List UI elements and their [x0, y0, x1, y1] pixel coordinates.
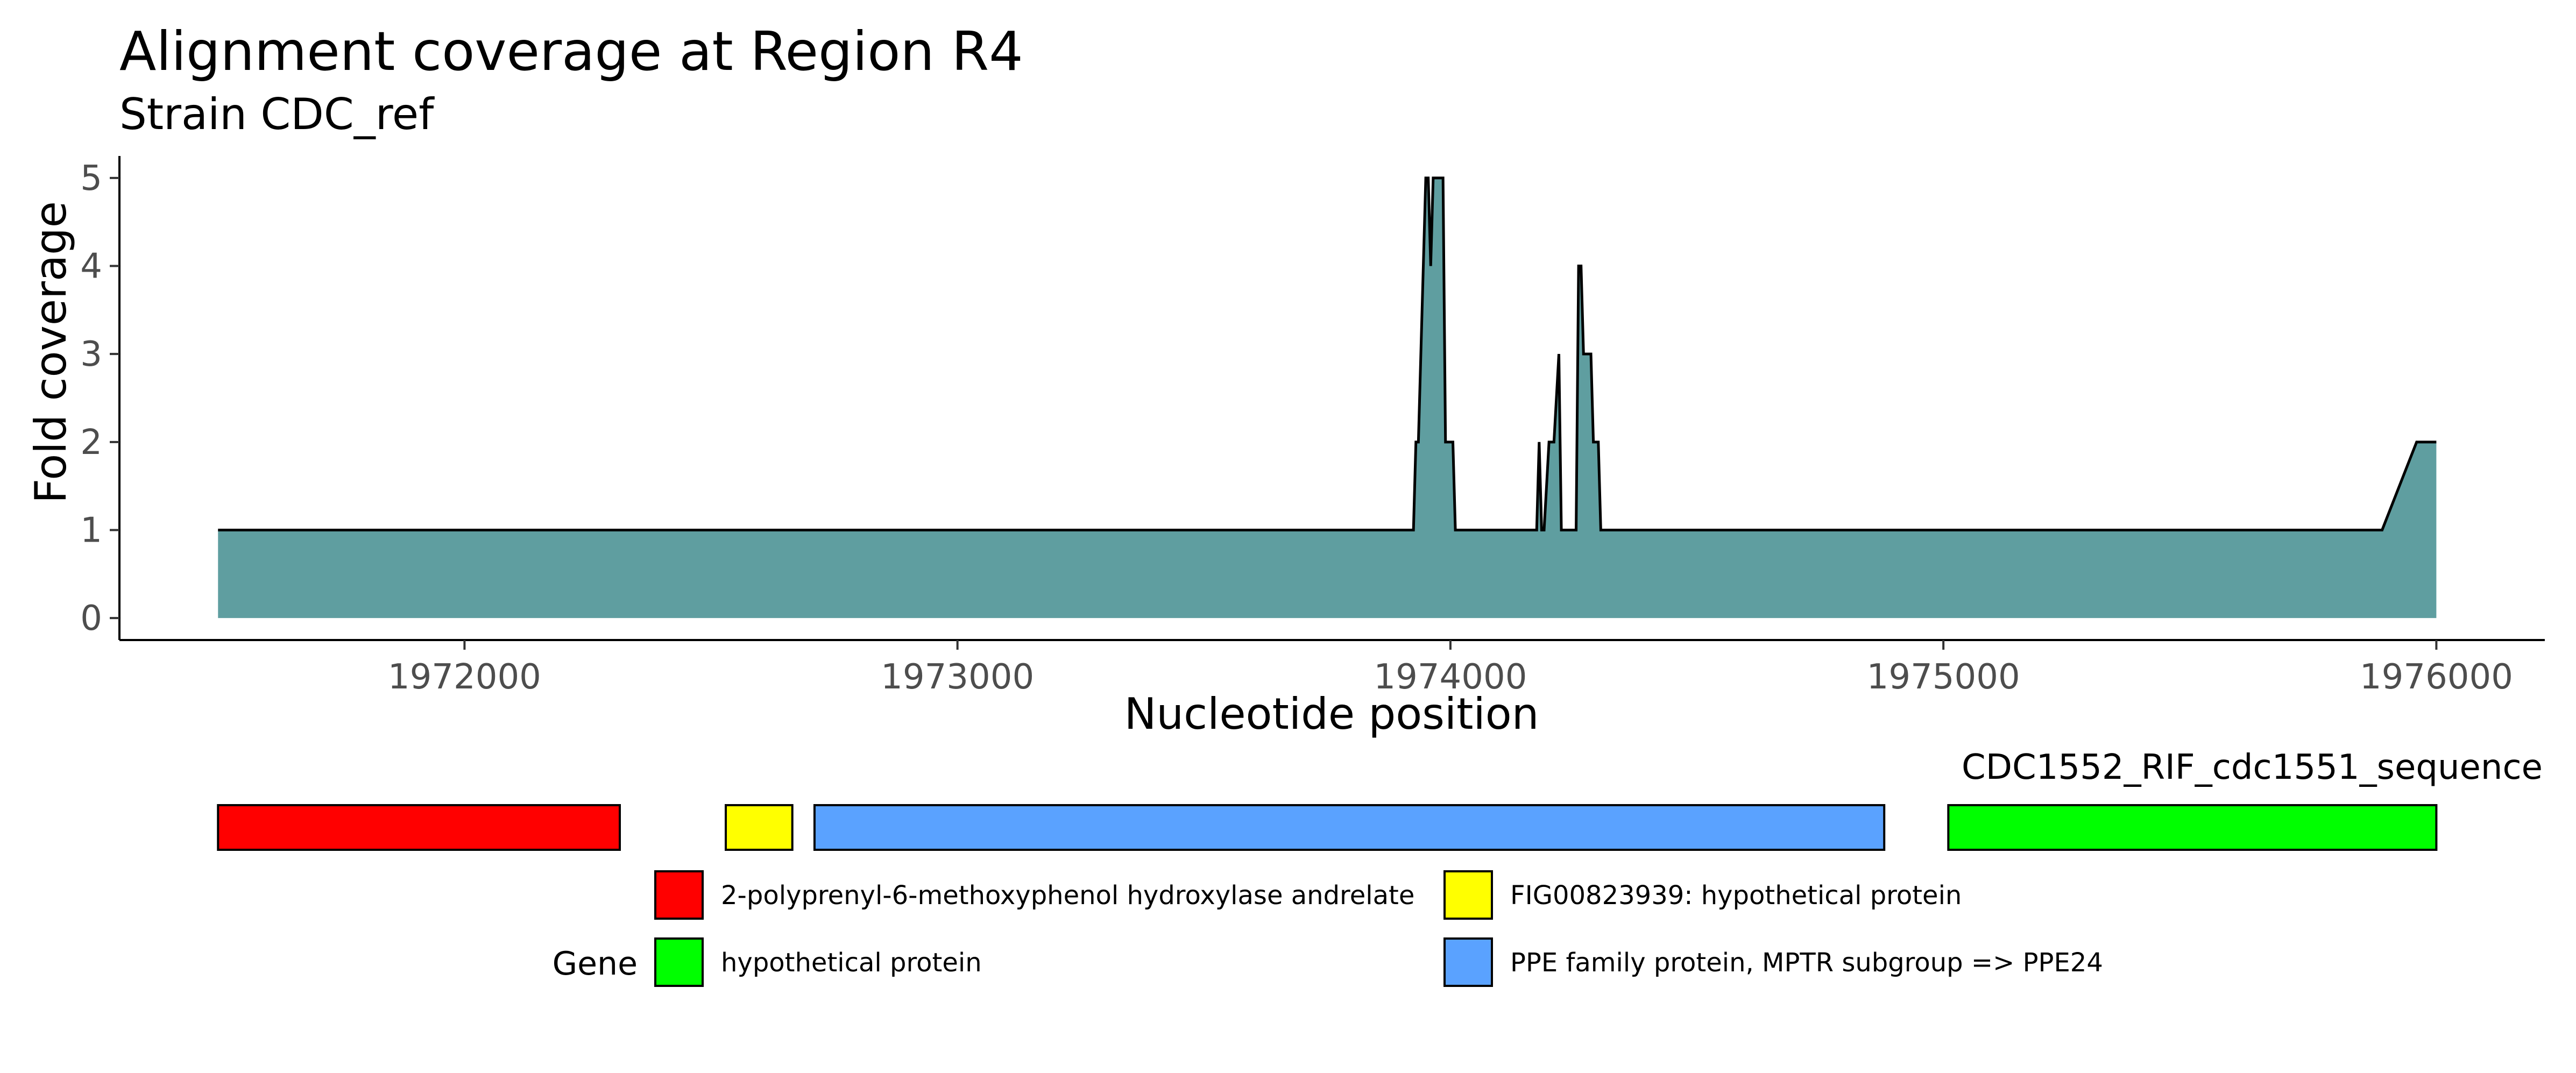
legend-swatch — [1443, 870, 1493, 920]
chart-title: Alignment coverage at Region R4 — [119, 20, 1023, 83]
legend-swatch — [1443, 937, 1493, 987]
gene-block — [725, 804, 794, 851]
legend-label: 2-polyprenyl-6-methoxyphenol hydroxylase… — [721, 880, 1414, 911]
legend-label: FIG00823939: hypothetical protein — [1510, 880, 1962, 911]
legend-title: Gene — [553, 945, 638, 983]
legend-label: PPE family protein, MPTR subgroup => PPE… — [1510, 948, 2103, 978]
plot-area — [218, 176, 2437, 619]
gene-track — [217, 804, 2438, 851]
y-axis-title: Fold coverage — [26, 201, 76, 503]
x-tick-label: 1972000 — [388, 657, 541, 697]
y-tick-label: 1 — [80, 510, 102, 550]
chart-subtitle: Strain CDC_ref — [119, 89, 435, 139]
y-tick-label: 2 — [80, 423, 102, 463]
y-tick-label: 5 — [80, 159, 102, 198]
x-axis-ticks: 1972000 1973000 1974000 1975000 1976000 — [388, 640, 2513, 697]
x-tick-label: 1975000 — [1867, 657, 2020, 697]
gene-block — [813, 804, 1886, 851]
gene-block — [1947, 804, 2438, 851]
x-tick-label: 1976000 — [2360, 657, 2513, 697]
gene-block — [217, 804, 621, 851]
x-tick-label: 1974000 — [1374, 657, 1527, 697]
y-axis-ticks: 0 1 2 3 4 5 — [80, 159, 119, 638]
gene-legend: Gene 2-polyprenyl-6-methoxyphenol hydrox… — [553, 870, 2103, 987]
x-axis-title: Nucleotide position — [1124, 689, 1539, 739]
y-tick-label: 3 — [80, 335, 102, 374]
legend-swatch — [654, 937, 704, 987]
legend-label: hypothetical protein — [721, 948, 982, 978]
gene-track-label: CDC1552_RIF_cdc1551_sequence — [1962, 748, 2543, 787]
legend-swatch — [654, 870, 704, 920]
coverage-area — [218, 177, 2437, 619]
y-tick-label: 4 — [80, 247, 102, 287]
y-tick-label: 0 — [80, 599, 102, 638]
coverage-line — [218, 176, 2437, 531]
x-tick-label: 1973000 — [881, 657, 1034, 697]
